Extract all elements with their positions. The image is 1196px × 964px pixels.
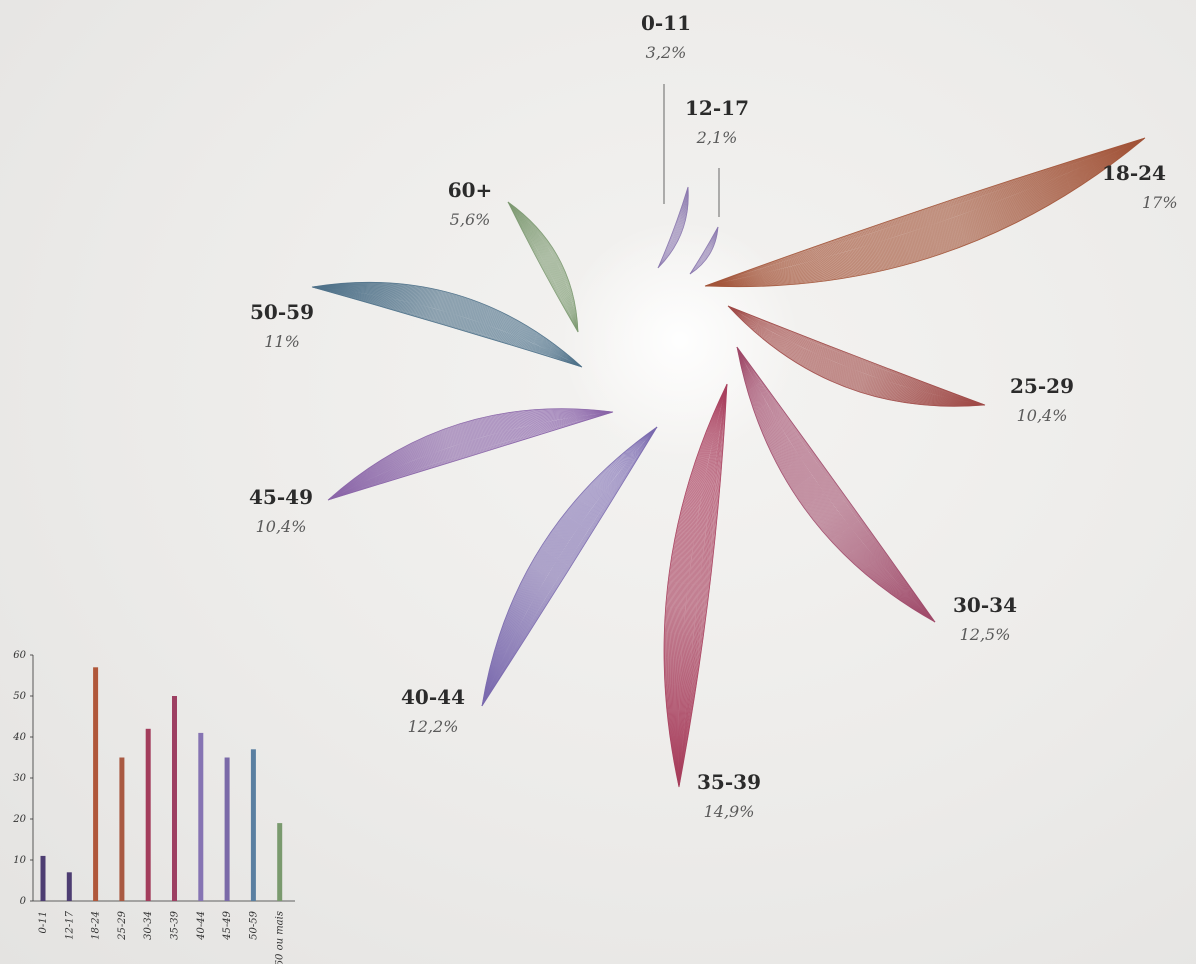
y-tick-label: 0 (20, 896, 27, 907)
bar-50-59 (250, 749, 256, 901)
petal-label-40-44: 40-44 (401, 685, 465, 709)
petal-label-30-34: 30-34 (953, 593, 1017, 617)
x-tick-label: 18-24 (91, 911, 102, 940)
petal-value-18-24: 17% (1142, 193, 1178, 212)
petal-value-45-49: 10,4% (256, 517, 307, 536)
petal-18-24 (704, 137, 1146, 288)
petal-60+ (507, 201, 579, 333)
y-tick-label: 30 (13, 773, 26, 784)
petal-value-35-39: 14,9% (704, 802, 755, 821)
y-tick-label: 60 (13, 650, 26, 661)
petal-25-29 (727, 305, 986, 407)
bar-45-49 (224, 757, 230, 901)
petal-value-0-11: 3,2% (646, 43, 687, 62)
petal-35-39 (663, 383, 728, 788)
x-tick-label: 12-17 (64, 910, 75, 939)
y-tick-label: 10 (13, 855, 26, 866)
petal-value-60+: 5,6% (450, 210, 491, 229)
petal-30-34 (736, 346, 936, 623)
bar-chart: 0 10 20 30 40 50 60 0-11 12-17 18-24 25-29 30-34 35-… (12, 650, 295, 964)
petal-label-45-49: 45-49 (249, 485, 313, 509)
bar-0-11 (40, 855, 46, 901)
bar-12-17 (66, 872, 72, 901)
y-tick-label: 20 (12, 814, 26, 825)
bar-40-44 (198, 732, 204, 901)
x-tick-label: 25-29 (117, 910, 128, 940)
bar-18-24 (93, 667, 99, 901)
petal-label-12-17: 12-17 (685, 96, 749, 120)
x-tick-label: 60 ou mais (275, 911, 286, 964)
petal-value-40-44: 12,2% (408, 717, 459, 736)
bar-60 ou mais (277, 823, 283, 901)
x-tick-label: 0-11 (38, 911, 49, 933)
petal-label-25-29: 25-29 (1010, 374, 1074, 398)
x-tick-label: 45-49 (222, 910, 233, 940)
bar-35-39 (172, 696, 177, 901)
x-tick-label: 35-39 (170, 910, 181, 939)
x-tick-label: 50-59 (248, 910, 259, 939)
y-tick-label: 50 (13, 691, 26, 702)
petal-value-25-29: 10,4% (1017, 406, 1068, 425)
petal-label-35-39: 35-39 (697, 770, 761, 794)
petal-value-50-59: 11% (264, 332, 300, 351)
petal-labels: 0-11 3,2% 12-17 2,1% 18-24 17% 25-29 10,4% 30-34… (249, 11, 1178, 821)
bar-25-29 (119, 757, 125, 901)
petal-label-0-11: 0-11 (641, 11, 691, 35)
petal-40-44 (481, 426, 658, 707)
petal-label-50-59: 50-59 (250, 300, 314, 324)
y-tick-label: 40 (12, 732, 26, 743)
petal-label-18-24: 18-24 (1102, 161, 1166, 185)
petal-value-30-34: 12,5% (960, 625, 1011, 644)
x-tick-label: 30-34 (143, 911, 154, 940)
radial-petal-chart (311, 137, 1146, 788)
x-tick-label: 40-44 (196, 911, 207, 941)
petal-12-17 (689, 226, 719, 275)
petal-label-60+: 60+ (448, 178, 493, 202)
petal-50-59 (311, 281, 583, 368)
bar-30-34 (145, 728, 151, 901)
petal-0-11 (657, 186, 689, 269)
petal-value-12-17: 2,1% (696, 128, 738, 147)
petal-45-49 (327, 408, 614, 501)
